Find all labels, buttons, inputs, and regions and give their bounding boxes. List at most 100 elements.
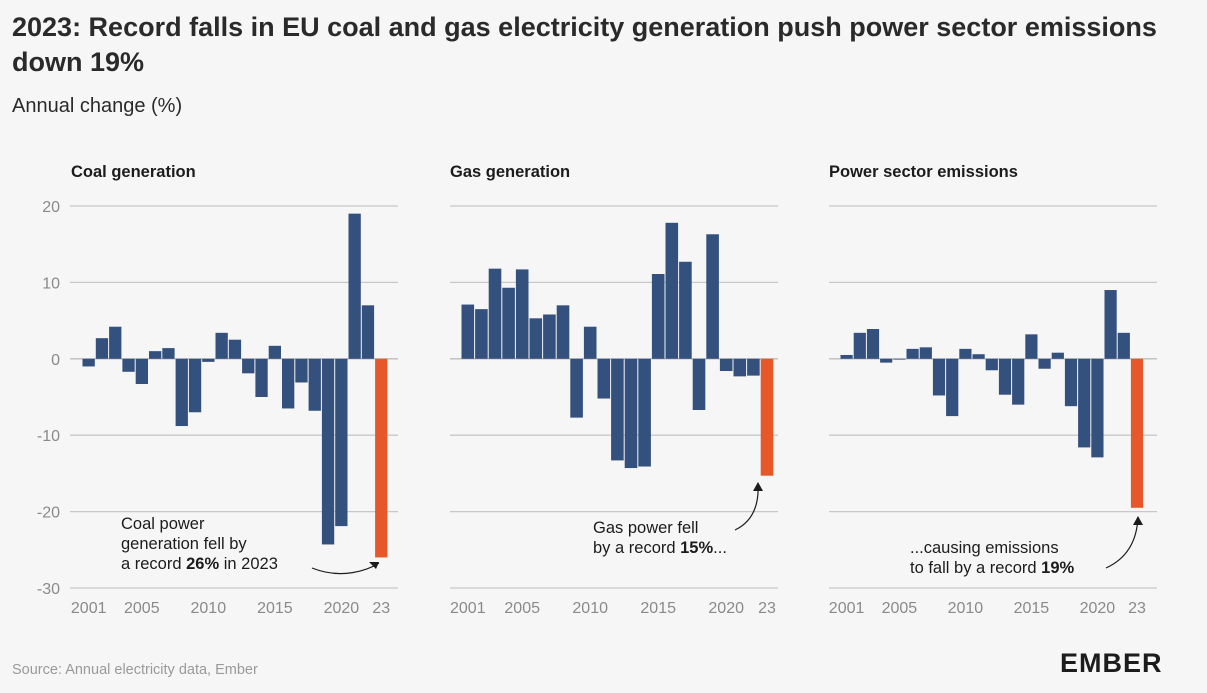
bar-2014 — [255, 358, 268, 397]
bar-2023 — [375, 358, 388, 558]
x-tick-label: 2015 — [257, 600, 293, 617]
bar-2017 — [295, 358, 308, 383]
x-tick-label: 23 — [758, 600, 776, 617]
bar-2009 — [570, 358, 583, 418]
annotation-line: generation fell by — [121, 535, 247, 553]
bar-2020 — [1091, 358, 1104, 458]
annotation-arrowhead — [369, 562, 379, 569]
bar-2006 — [906, 348, 919, 359]
x-tick-label: 2001 — [71, 600, 107, 617]
bar-2012 — [228, 339, 242, 359]
bar-2012 — [985, 358, 998, 371]
bar-2022 — [747, 358, 760, 376]
bar-2014 — [638, 358, 651, 467]
bar-2015 — [651, 274, 665, 359]
bar-2009 — [188, 358, 202, 413]
bar-2005 — [893, 358, 906, 360]
bar-2001 — [840, 354, 853, 359]
bar-2006 — [529, 318, 543, 359]
x-tick-label: 2020 — [1080, 600, 1116, 617]
bar-2004 — [502, 287, 515, 359]
y-tick-label: 0 — [51, 352, 60, 369]
bar-2002 — [95, 338, 109, 359]
bar-2010 — [583, 326, 597, 359]
bar-2004 — [122, 358, 135, 372]
chart-title: 2023: Record falls in EU coal and gas el… — [12, 12, 1157, 77]
x-tick-label: 2010 — [191, 600, 227, 617]
bar-2012 — [611, 358, 624, 461]
x-tick-label: 2015 — [640, 600, 676, 617]
bar-2021 — [348, 213, 361, 359]
y-tick-label: -30 — [37, 581, 60, 598]
chart-panel-3: Power sector emissions 2001 2005 2010 2015 20… — [829, 163, 1157, 617]
bar-2003 — [109, 326, 122, 359]
bar-2008 — [932, 358, 946, 396]
bar-2010 — [202, 358, 215, 362]
bar-2007 — [543, 314, 556, 359]
bar-2004 — [880, 358, 893, 363]
annotation-line: by a record — [593, 539, 680, 557]
y-tick-label: 10 — [42, 275, 60, 292]
annotation-line: a record — [121, 555, 186, 573]
x-tick-label: 2005 — [504, 600, 540, 617]
bar-2006 — [149, 351, 162, 359]
x-tick-label: 2010 — [572, 600, 608, 617]
bar-2018 — [1064, 358, 1078, 407]
bar-2011 — [972, 354, 985, 359]
panel-title: Power sector emissions — [829, 163, 1018, 181]
bar-2007 — [919, 347, 932, 359]
bar-2021 — [733, 358, 747, 377]
bar-2020 — [335, 358, 348, 527]
bar-2011 — [597, 358, 611, 399]
x-tick-label: 23 — [1128, 600, 1146, 617]
bar-2018 — [308, 358, 321, 411]
bar-2013 — [624, 358, 638, 469]
bar-2014 — [1012, 358, 1025, 405]
bar-2005 — [515, 269, 529, 359]
panel-title: Gas generation — [450, 163, 570, 181]
chart-panel-2: Gas generation 2001 2005 2010 2015 2020 23 Gas … — [450, 163, 778, 617]
x-tick-label: 23 — [372, 600, 390, 617]
annotation-arrowhead — [1133, 516, 1143, 525]
bar-2001 — [82, 358, 95, 367]
bar-2001 — [461, 304, 475, 359]
annotation-text: Coal power generation fell by a record 26%… — [121, 515, 278, 573]
bar-2007 — [162, 348, 175, 359]
x-tick-label: 2010 — [948, 600, 984, 617]
x-tick-label: 2020 — [708, 600, 744, 617]
bar-2002 — [853, 332, 866, 359]
bar-2019 — [706, 234, 719, 359]
bar-2017 — [679, 261, 692, 359]
source-note: Source: Annual electricity data, Ember — [12, 662, 258, 678]
chart-subtitle: Annual change (%) — [12, 95, 183, 117]
bar-2010 — [959, 348, 972, 359]
x-tick-label: 2001 — [829, 600, 865, 617]
bar-2020 — [719, 358, 733, 372]
bar-2019 — [321, 358, 335, 545]
annotation-highlight: 26% — [186, 555, 219, 573]
x-tick-label: 2005 — [882, 600, 918, 617]
annotation-line: Gas power fell — [593, 519, 698, 537]
annotation-line: Coal power — [121, 515, 205, 533]
bar-2017 — [1051, 352, 1064, 359]
annotation-highlight: 19% — [1041, 559, 1074, 577]
bar-2023 — [1130, 358, 1144, 508]
x-tick-label: 2020 — [324, 600, 360, 617]
bar-2022 — [361, 305, 375, 359]
bar-2011 — [215, 332, 228, 359]
y-tick-label: 20 — [42, 199, 60, 216]
bar-2016 — [1038, 358, 1051, 369]
x-tick-label: 2005 — [124, 600, 160, 617]
annotation-line: to fall by a record — [910, 559, 1041, 577]
y-tick-label: -10 — [37, 428, 60, 445]
bar-2013 — [998, 358, 1012, 395]
ember-logo: EMBER — [1060, 648, 1163, 678]
annotation-line: ...causing emissions — [910, 539, 1059, 557]
annotation-arrow — [311, 562, 380, 575]
y-tick-label: -20 — [37, 505, 60, 522]
annotation-arrowhead — [753, 482, 763, 491]
annotation-tail: in 2023 — [219, 555, 278, 573]
bar-2015 — [1025, 334, 1038, 359]
bar-2013 — [242, 358, 255, 374]
